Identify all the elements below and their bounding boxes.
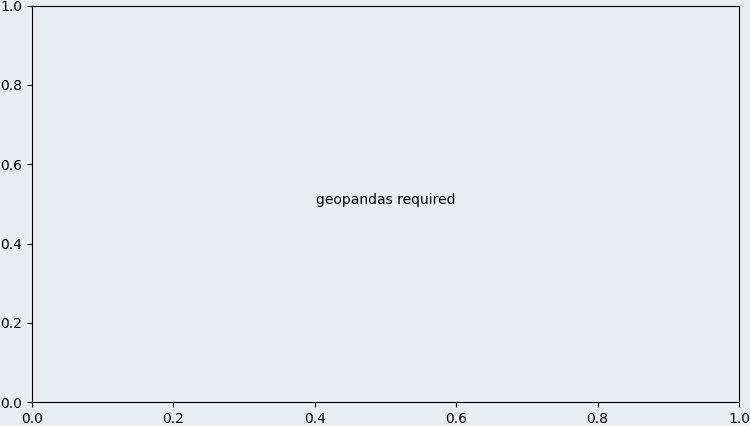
Text: geopandas required: geopandas required bbox=[316, 193, 455, 207]
